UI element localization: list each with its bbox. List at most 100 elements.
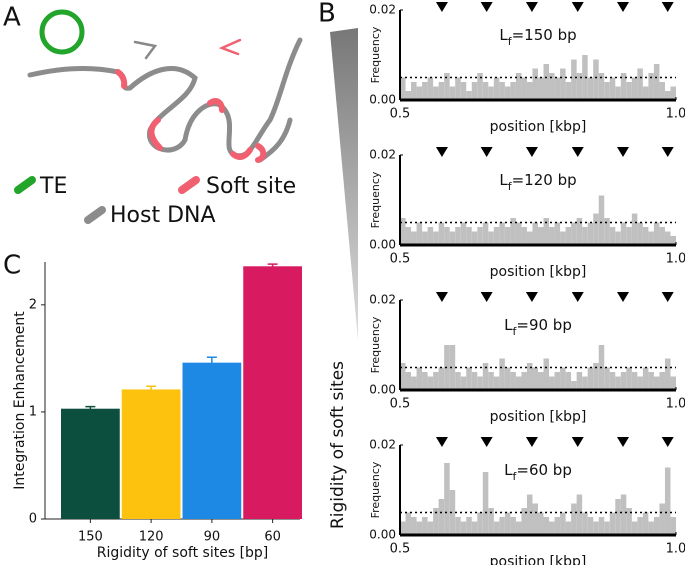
- histogram-bar: [499, 517, 505, 535]
- histogram-bar: [670, 236, 676, 245]
- y-tick-label: 0.00: [369, 383, 396, 397]
- histogram-bar: [620, 494, 627, 535]
- histogram-bar: [477, 227, 483, 245]
- histogram-bar: [515, 376, 522, 390]
- histogram-bar: [449, 86, 456, 100]
- histogram-bar: [455, 372, 461, 390]
- histogram-bar: [571, 503, 577, 535]
- bar: [121, 389, 181, 519]
- histogram-bar: [637, 68, 643, 100]
- x-tick-label: 60: [264, 530, 281, 545]
- x-tick-label: 1.0: [666, 107, 685, 122]
- histogram-bar: [427, 77, 434, 100]
- x-tick-label: 120: [139, 530, 164, 545]
- histogram-bar: [427, 376, 434, 390]
- bar: [243, 266, 302, 519]
- histogram-bar: [648, 231, 654, 245]
- histogram-bar: [504, 86, 511, 100]
- histogram-bar: [488, 508, 494, 535]
- histogram-bar: [460, 521, 467, 535]
- y-tick-label: 0.02: [369, 438, 396, 452]
- histogram-bar: [400, 363, 406, 390]
- histogram-bar: [521, 227, 527, 245]
- y-tick-label: 0.02: [369, 148, 396, 162]
- histogram-bar: [554, 517, 561, 535]
- histogram-bar: [631, 372, 638, 390]
- soft-site: [148, 117, 163, 151]
- histogram-bar: [582, 227, 588, 245]
- histogram-bar: [587, 367, 594, 390]
- histogram-bar: [659, 227, 665, 245]
- legend-swatch: [178, 176, 200, 194]
- panel-label: A: [3, 3, 21, 33]
- title-part: =90 bp: [516, 316, 571, 334]
- histogram-title: Lf=120 bp: [499, 171, 576, 193]
- soft-site-marker: [661, 437, 674, 447]
- histogram-bar: [620, 372, 627, 390]
- histogram-bar: [571, 59, 577, 100]
- histogram-bar: [642, 512, 649, 535]
- title-part: =150 bp: [512, 26, 577, 44]
- histogram-bar: [582, 512, 588, 535]
- histogram-bar: [615, 231, 621, 245]
- histogram-bar: [526, 82, 533, 100]
- x-axis-label: position [kbp]: [490, 409, 587, 425]
- histogram-bar: [653, 376, 660, 390]
- histogram-bar: [521, 77, 527, 100]
- soft-site-marker: [571, 437, 584, 447]
- histogram-bar: [648, 521, 654, 535]
- x-tick-label: 0.5: [390, 252, 411, 267]
- histogram-bar: [416, 367, 423, 390]
- error-bar: [85, 405, 96, 412]
- histogram-bar: [438, 222, 445, 245]
- histogram-bar: [587, 77, 594, 100]
- histogram-bar: [493, 227, 500, 245]
- side-label: Rigidity of soft sites: [328, 361, 348, 529]
- histogram-bar: [438, 367, 445, 390]
- rigidity-wedge: [330, 28, 358, 340]
- soft-site-marker: [661, 147, 674, 157]
- histogram-bar: [466, 91, 472, 100]
- histogram-bar: [593, 363, 599, 390]
- title-part: =120 bp: [512, 171, 577, 189]
- x-tick-label: 150: [78, 530, 103, 545]
- histogram-bar: [549, 227, 555, 245]
- histogram-bar: [455, 227, 461, 245]
- histogram-bar: [598, 517, 605, 535]
- soft-site-marker: [525, 292, 538, 302]
- histogram-bar: [466, 227, 472, 245]
- histogram-bar: [615, 499, 621, 535]
- histogram-bar: [538, 372, 544, 390]
- histogram-bar: [466, 367, 472, 390]
- soft-site-marker: [617, 2, 630, 12]
- title-part: f: [508, 180, 513, 193]
- histogram-bar: [515, 222, 522, 245]
- histogram-bar: [532, 367, 538, 390]
- title-part: f: [513, 470, 518, 483]
- histogram-bar: [582, 376, 588, 390]
- histogram-bar: [477, 512, 483, 535]
- te-circle: [39, 9, 85, 55]
- histogram-bar: [444, 227, 450, 245]
- histogram-bar: [670, 376, 676, 390]
- soft-site-marker: [435, 437, 448, 447]
- histogram-bar: [411, 82, 417, 100]
- legend-label: TE: [39, 174, 67, 199]
- x-tick-label: 0.5: [390, 397, 411, 412]
- histogram-bar: [521, 508, 527, 535]
- histogram-bar: [565, 227, 572, 245]
- histogram-bar: [471, 231, 478, 245]
- histogram-bar: [549, 521, 555, 535]
- histogram-bar: [642, 367, 649, 390]
- error-bar: [267, 263, 278, 270]
- histogram-bar: [565, 372, 572, 390]
- histogram-bar: [576, 218, 583, 245]
- histogram-bar: [604, 82, 610, 100]
- title-part: L: [504, 316, 513, 334]
- histogram-bar: [598, 195, 605, 245]
- histogram-bar: [626, 508, 632, 535]
- y-tick-label: 0.02: [369, 293, 396, 307]
- histogram-bar: [510, 218, 516, 245]
